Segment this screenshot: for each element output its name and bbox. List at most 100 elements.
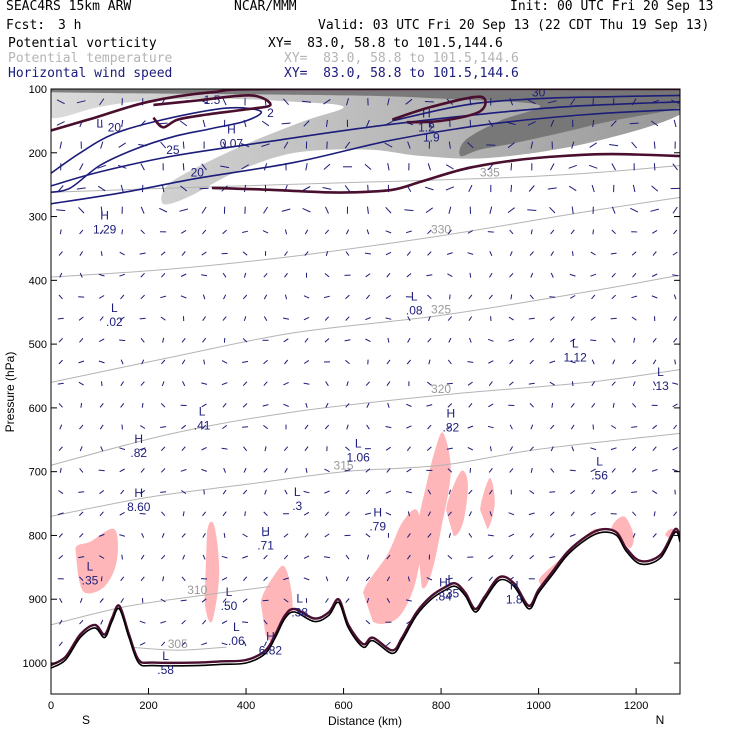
wind-vector-57 — [99, 229, 104, 235]
wind-vector-673 — [611, 490, 617, 495]
wind-vector-315 — [303, 295, 310, 299]
wind-vector-330 — [323, 98, 331, 105]
extremum-kind: H — [439, 575, 448, 589]
wind-vector-242 — [242, 360, 249, 363]
wind-vector-693 — [631, 491, 638, 493]
wind-vector-265 — [263, 294, 268, 300]
wind-vector-627 — [571, 381, 574, 387]
wind-vector-489 — [447, 359, 452, 365]
wind-vector-73 — [100, 576, 103, 582]
wind-vector-113 — [140, 381, 145, 386]
wind-vector-39 — [78, 381, 84, 386]
theta-label-330: 330 — [431, 223, 451, 237]
wind-vector-522 — [468, 576, 473, 581]
theta-label-335: 335 — [480, 165, 500, 179]
wind-vector-529 — [487, 231, 494, 233]
wind-vector-401 — [366, 598, 370, 603]
extremum-value: .82 — [130, 446, 147, 460]
wind-vector-55 — [97, 185, 106, 192]
wind-vector-725 — [672, 274, 679, 277]
wind-vector-181 — [201, 163, 207, 171]
wind-vector-665 — [610, 317, 617, 320]
wind-vector-663 — [611, 272, 616, 278]
theta-contour-325 — [51, 274, 680, 383]
wind-vector-236 — [242, 230, 249, 233]
wind-vector-257 — [261, 120, 270, 127]
wind-vector-492 — [447, 424, 453, 430]
wind-vector-585 — [529, 446, 534, 452]
wind-vector-318 — [303, 359, 310, 364]
wind-vector-631 — [569, 469, 576, 472]
wind-vector-716 — [652, 533, 657, 538]
wind-vector-347 — [324, 468, 330, 473]
wind-vector-620 — [570, 229, 575, 235]
terrain-fill — [51, 531, 680, 694]
wind-vector-385 — [364, 252, 371, 255]
x-tick-0: 0 — [48, 700, 54, 712]
wind-vector-98 — [120, 576, 125, 582]
wind-vector-83 — [119, 251, 125, 256]
wind-vector-141 — [160, 426, 167, 428]
wind-vector-606 — [551, 402, 554, 408]
wind-vector-336 — [324, 229, 330, 235]
wind-vector-333 — [323, 163, 331, 170]
wind-vector-479 — [448, 141, 451, 149]
wind-contour-1 — [51, 101, 680, 187]
wind-vector-582 — [528, 382, 535, 385]
wind-vector-536 — [488, 381, 493, 387]
wind-vector-139 — [161, 381, 165, 387]
plot-frame — [50, 88, 681, 695]
wind-vector-70 — [99, 511, 104, 517]
extremum-l-7: L1.12 — [563, 336, 587, 364]
wind-vector-92 — [119, 447, 126, 451]
wind-vector-494 — [447, 468, 453, 473]
wind-vector-82 — [121, 229, 123, 235]
field-name-pv: Potential vorticity — [8, 36, 157, 51]
wind-vector-165 — [182, 381, 186, 387]
wind-vector-122 — [140, 576, 145, 582]
wind-vector-221 — [223, 467, 226, 473]
wind-vector-354 — [346, 98, 349, 106]
wind-vector-90 — [120, 402, 125, 408]
wind-vector-254 — [242, 621, 249, 623]
wind-vector-683 — [632, 272, 637, 278]
extremum-value: .35 — [82, 574, 99, 588]
wind-vector-611 — [549, 511, 555, 516]
wind-vector-270 — [262, 404, 269, 407]
wind-vector-311 — [302, 207, 311, 213]
wind-vector-664 — [611, 294, 616, 300]
wind-vector-508 — [469, 272, 472, 278]
wind-vector-646 — [590, 339, 597, 342]
wind-vector-163 — [181, 337, 186, 343]
wind-vector-695 — [632, 533, 636, 538]
wind-vector-694 — [632, 511, 637, 517]
extremum-kind: H — [261, 524, 270, 538]
y-tick-500: 500 — [29, 339, 47, 351]
extremum-kind: L — [162, 649, 169, 663]
wind-vector-272 — [264, 446, 267, 452]
terrain-pv-band — [51, 527, 680, 667]
wind-vector-46 — [79, 533, 84, 538]
pv-contour-3 — [211, 152, 680, 194]
wind-vector-42 — [79, 446, 83, 452]
wind-vector-117 — [140, 468, 145, 473]
wind-vector-176 — [181, 619, 186, 625]
wind-vector-379 — [366, 119, 370, 127]
wind-vector-570 — [527, 121, 536, 126]
wind-vector-507 — [467, 252, 474, 255]
wind-vector-537 — [488, 403, 494, 408]
wind-vector-313 — [304, 251, 309, 256]
wind-vector-26 — [76, 100, 86, 104]
wind-vector-305 — [283, 598, 289, 603]
wind-vector-713 — [651, 469, 658, 472]
wind-vector-391 — [365, 381, 370, 386]
wind-vector-155 — [182, 163, 185, 171]
wind-vector-312 — [304, 229, 309, 235]
wind-vector-159 — [181, 251, 186, 256]
wind-vector-226 — [221, 576, 228, 581]
wind-vector-31 — [78, 206, 85, 214]
y-tick-800: 800 — [29, 530, 47, 542]
wind-vector-388 — [365, 317, 371, 321]
wind-vector-531 — [489, 272, 493, 278]
wind-vector-351 — [323, 556, 330, 559]
